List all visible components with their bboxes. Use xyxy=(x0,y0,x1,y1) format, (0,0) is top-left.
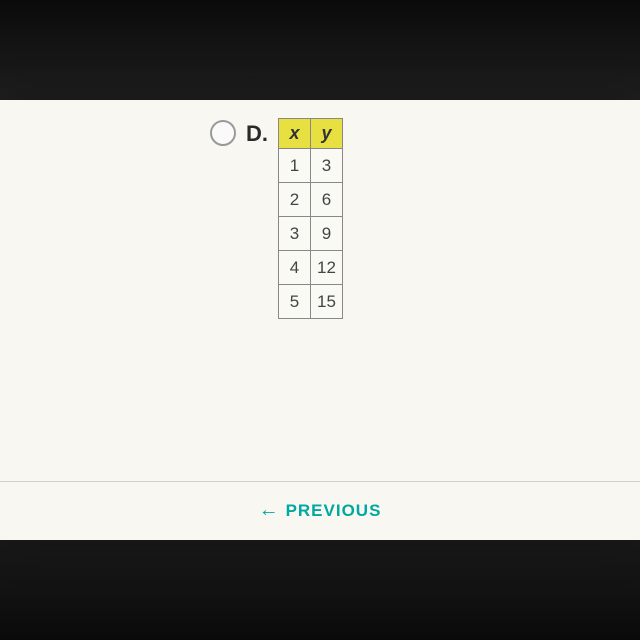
table-header-x: x xyxy=(279,119,311,149)
quiz-screen: D. x y 1 3 2 6 3 9 xyxy=(0,100,640,540)
table-header-y: y xyxy=(311,119,343,149)
cell-x: 2 xyxy=(279,183,311,217)
table-row: 1 3 xyxy=(279,149,343,183)
cell-x: 5 xyxy=(279,285,311,319)
previous-label: PREVIOUS xyxy=(286,501,382,521)
answer-option-d[interactable]: D. x y 1 3 2 6 3 9 xyxy=(210,118,343,319)
table-row: 4 12 xyxy=(279,251,343,285)
bottom-dark-region xyxy=(0,540,640,640)
arrow-left-icon: ← xyxy=(259,499,280,522)
xy-table: x y 1 3 2 6 3 9 4 12 xyxy=(278,118,343,319)
cell-y: 12 xyxy=(311,251,343,285)
cell-x: 1 xyxy=(279,149,311,183)
cell-x: 4 xyxy=(279,251,311,285)
radio-unselected-icon[interactable] xyxy=(210,120,236,146)
option-letter: D. xyxy=(246,121,268,147)
cell-y: 9 xyxy=(311,217,343,251)
cell-y: 3 xyxy=(311,149,343,183)
cell-x: 3 xyxy=(279,217,311,251)
footer-divider xyxy=(0,481,640,482)
table-row: 5 15 xyxy=(279,285,343,319)
previous-button[interactable]: ← PREVIOUS xyxy=(259,499,382,522)
cell-y: 6 xyxy=(311,183,343,217)
cell-y: 15 xyxy=(311,285,343,319)
top-dark-region xyxy=(0,0,640,100)
table-row: 2 6 xyxy=(279,183,343,217)
table-row: 3 9 xyxy=(279,217,343,251)
